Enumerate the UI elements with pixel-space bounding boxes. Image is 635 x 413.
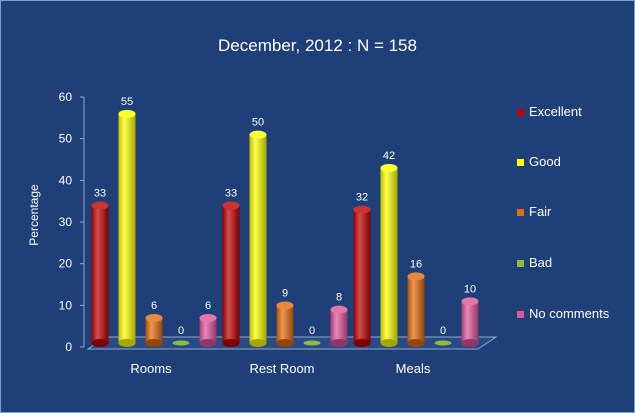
bar-top: [276, 301, 294, 310]
data-label: 0: [178, 325, 184, 337]
bar-excellent: [353, 209, 371, 343]
bar-excellent: [91, 205, 109, 343]
bar-base: [249, 339, 267, 347]
data-label: 0: [309, 325, 315, 337]
bar-top: [461, 297, 479, 306]
bar-top: [380, 164, 398, 172]
bar-fair: [145, 318, 163, 343]
bar-top: [330, 305, 348, 314]
bar-top: [118, 109, 136, 118]
legend-label: Bad: [529, 255, 553, 270]
x-category-label: Rest Room: [249, 361, 314, 376]
bar-base: [380, 339, 398, 347]
bar-base: [118, 339, 136, 347]
data-label: 0: [440, 325, 446, 337]
bar-base: [353, 339, 371, 347]
chart-title: December, 2012 : N = 158: [218, 36, 417, 55]
data-label: 8: [336, 292, 342, 304]
bar-top: [91, 201, 109, 210]
bar-base: [222, 339, 240, 347]
bar-good: [118, 113, 136, 343]
bar-fair: [407, 276, 425, 343]
bar-top: [145, 314, 163, 322]
y-tick-label: 30: [59, 215, 73, 229]
bar-top: [199, 314, 217, 322]
legend-item-good: Good: [517, 154, 561, 169]
bar-base: [407, 339, 425, 347]
bar-base: [330, 339, 348, 347]
bar-good: [380, 168, 398, 343]
legend-swatch: [517, 311, 524, 319]
x-category-label: Rooms: [130, 361, 172, 376]
bar-top: [353, 205, 371, 214]
legend-swatch: [517, 109, 524, 117]
y-tick-label: 40: [59, 173, 73, 187]
y-tick-label: 10: [59, 298, 73, 312]
y-tick-label: 0: [65, 340, 72, 354]
bar-base: [461, 339, 479, 347]
y-tick-label: 60: [59, 90, 73, 104]
legend-swatch: [517, 260, 524, 268]
legend-label: No comments: [529, 306, 610, 321]
data-label: 55: [121, 96, 133, 108]
data-label: 16: [410, 258, 422, 270]
data-label: 32: [356, 192, 368, 204]
x-category-label: Meals: [396, 361, 431, 376]
bar-no-comments: [199, 318, 217, 343]
bar-top: [249, 130, 267, 139]
bar-top: [222, 201, 240, 210]
bar-fair: [276, 305, 294, 343]
bar-bad: [303, 340, 321, 346]
bar-base: [91, 339, 109, 347]
data-label: 9: [282, 288, 288, 300]
bar-no-comments: [330, 309, 348, 343]
data-label: 42: [383, 150, 395, 162]
data-label: 33: [225, 188, 237, 200]
legend-item-excellent: Excellent: [517, 104, 582, 119]
legend-swatch: [517, 209, 524, 217]
legend-label: Excellent: [529, 104, 582, 119]
bar-bad: [172, 340, 190, 346]
bar-good: [249, 134, 267, 343]
legend-label: Fair: [529, 204, 552, 219]
data-label: 50: [252, 117, 264, 129]
data-label: 6: [151, 300, 157, 312]
legend-item-fair: Fair: [517, 204, 551, 219]
bar-excellent: [222, 205, 240, 343]
y-tick-label: 50: [59, 132, 73, 146]
bar-base: [199, 339, 217, 347]
legend-swatch: [517, 159, 524, 167]
bar-base: [276, 339, 294, 347]
bar-no-comments: [461, 301, 479, 343]
bar-top: [407, 272, 425, 281]
bar-bad: [434, 340, 452, 346]
data-label: 33: [94, 188, 106, 200]
legend-label: Good: [529, 154, 561, 169]
bar-base: [145, 339, 163, 347]
legend-item-bad: Bad: [517, 255, 552, 270]
y-tick-label: 20: [59, 257, 73, 271]
data-label: 6: [205, 300, 211, 312]
data-label: 10: [464, 283, 476, 295]
legend-item-no-comments: No comments: [517, 306, 609, 321]
